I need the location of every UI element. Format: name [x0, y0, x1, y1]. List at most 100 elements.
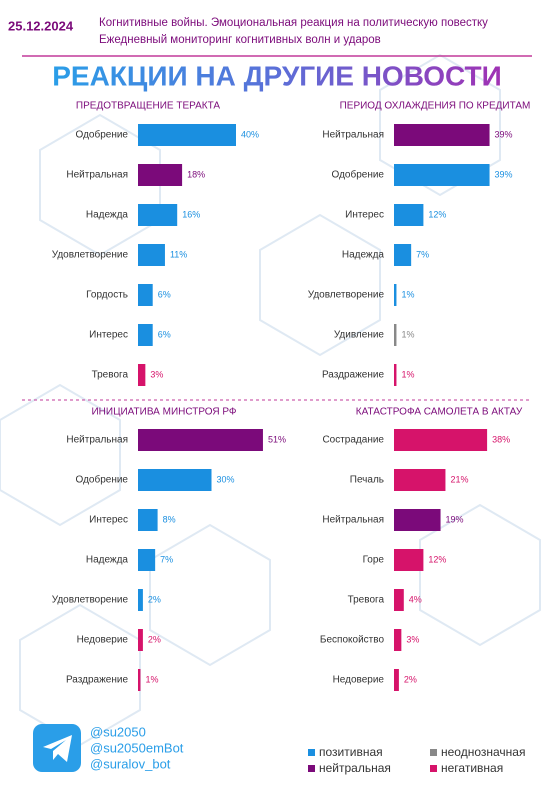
category-label: Горе	[363, 555, 385, 566]
value-label: 12%	[428, 209, 446, 219]
bar	[394, 244, 412, 266]
chart-title: КАТАСТРОФА САМОЛЕТА В АКТАУ	[356, 407, 523, 418]
value-label: 11%	[170, 249, 187, 259]
value-label: 6%	[158, 289, 171, 299]
value-label: 3%	[150, 369, 163, 379]
bar	[394, 204, 424, 226]
bar	[138, 324, 153, 346]
chart-title: ПЕРИОД ОХЛАЖДЕНИЯ ПО КРЕДИТАМ	[340, 101, 531, 112]
bar	[138, 124, 236, 146]
category-label: Интерес	[89, 515, 128, 526]
bar	[394, 549, 424, 571]
value-label: 2%	[148, 594, 161, 604]
category-label: Нейтральная	[322, 130, 384, 141]
subtitle: Ежедневный мониторинг когнитивных волн и…	[99, 34, 381, 46]
value-label: 39%	[495, 129, 513, 139]
bar	[138, 549, 156, 571]
bar	[394, 324, 397, 346]
legend-label: негативная	[441, 761, 503, 775]
bar	[394, 124, 490, 146]
bar	[138, 204, 178, 226]
category-label: Интерес	[345, 210, 384, 221]
bar	[394, 364, 397, 386]
bar	[138, 364, 146, 386]
main-title: РЕАКЦИИ НА ДРУГИЕ НОВОСТИ	[52, 60, 502, 91]
category-label: Беспокойство	[320, 635, 385, 646]
bar	[394, 429, 488, 451]
legend-swatch	[308, 749, 315, 756]
bar	[138, 429, 263, 451]
legend-swatch	[430, 749, 437, 756]
telegram-plane	[43, 735, 72, 762]
bar	[394, 589, 404, 611]
value-label: 2%	[404, 674, 417, 684]
category-label: Недоверие	[77, 635, 129, 646]
category-label: Одобрение	[332, 169, 385, 181]
handle: @suralov_bot	[90, 756, 171, 771]
category-label: Надежда	[86, 555, 129, 566]
category-label: Недоверие	[333, 675, 385, 686]
value-label: 16%	[182, 209, 200, 219]
value-label: 1%	[401, 289, 414, 299]
value-label: 19%	[446, 514, 464, 524]
value-label: 1%	[145, 674, 158, 684]
bar	[138, 284, 153, 306]
legend-label: позитивная	[319, 745, 383, 759]
value-label: 4%	[409, 594, 422, 604]
value-label: 18%	[187, 169, 205, 179]
category-label: Одобрение	[76, 129, 129, 141]
category-label: Надежда	[342, 250, 385, 261]
category-label: Тревога	[92, 370, 129, 381]
category-label: Раздражение	[322, 370, 384, 381]
bar	[138, 244, 165, 266]
bar	[394, 469, 446, 491]
chart-title: ИНИЦИАТИВА МИНСТРОЯ РФ	[91, 407, 236, 418]
bar	[138, 509, 158, 531]
bar	[394, 669, 399, 691]
value-label: 2%	[148, 634, 161, 644]
category-label: Гордость	[86, 290, 128, 301]
legend-swatch	[430, 765, 437, 772]
value-label: 1%	[401, 329, 414, 339]
value-label: 1%	[401, 369, 414, 379]
bar	[138, 589, 143, 611]
value-label: 7%	[416, 249, 429, 259]
value-label: 51%	[268, 434, 286, 444]
value-label: 8%	[163, 514, 176, 524]
bar	[394, 284, 397, 306]
bar	[138, 669, 141, 691]
bar	[138, 469, 212, 491]
category-label: Нейтральная	[66, 435, 128, 446]
background-hexagons	[0, 53, 541, 747]
legend-swatch	[308, 765, 315, 772]
category-label: Надежда	[86, 210, 129, 221]
category-label: Интерес	[89, 330, 128, 341]
value-label: 3%	[406, 634, 419, 644]
value-label: 38%	[492, 434, 510, 444]
bar	[394, 164, 490, 186]
legend-label: неоднозначная	[441, 745, 525, 759]
category-label: Печаль	[350, 475, 384, 486]
handle: @su2050	[90, 724, 146, 739]
category-label: Тревога	[348, 595, 385, 606]
bar	[394, 509, 441, 531]
handle: @su2050emBot	[90, 740, 184, 755]
category-label: Удовлетворение	[308, 290, 385, 301]
category-label: Одобрение	[76, 474, 129, 486]
subtitle: Когнитивные войны. Эмоциональная реакция…	[99, 17, 488, 29]
legend-label: нейтральная	[319, 761, 391, 775]
date: 25.12.2024	[8, 18, 74, 33]
value-label: 30%	[217, 474, 235, 484]
value-label: 6%	[158, 329, 171, 339]
category-label: Удовлетворение	[52, 595, 129, 606]
bar	[138, 164, 183, 186]
category-label: Нейтральная	[66, 170, 128, 181]
chart-title: ПРЕДОТВРАЩЕНИЕ ТЕРАКТА	[76, 101, 220, 112]
category-label: Удовлетворение	[52, 250, 129, 261]
value-label: 39%	[495, 169, 513, 179]
value-label: 21%	[450, 474, 468, 484]
category-label: Раздражение	[66, 675, 128, 686]
bar	[394, 629, 402, 651]
